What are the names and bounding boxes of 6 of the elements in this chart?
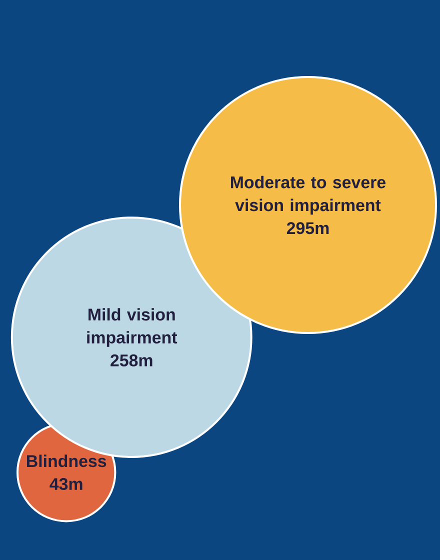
data-label: 295m	[286, 222, 329, 234]
category-label: Mild vision impairment	[87, 308, 178, 347]
category-label: Blindness	[27, 454, 106, 468]
data-label: 43m	[50, 478, 82, 490]
data-label: 258m	[110, 354, 152, 366]
category-label: Moderate to severe vision impairment	[231, 176, 386, 215]
